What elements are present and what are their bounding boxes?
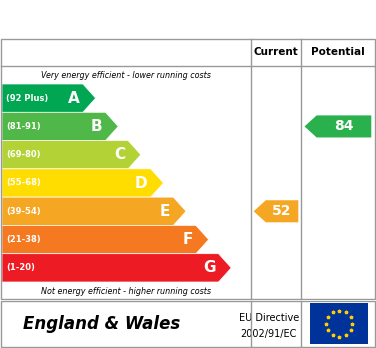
Text: A: A — [68, 90, 80, 106]
Polygon shape — [305, 116, 371, 137]
Text: C: C — [114, 147, 125, 162]
Polygon shape — [2, 84, 96, 112]
Text: England & Wales: England & Wales — [23, 315, 180, 333]
Text: Energy Efficiency Rating: Energy Efficiency Rating — [64, 10, 312, 28]
Text: EU Directive: EU Directive — [239, 313, 299, 323]
Text: (81-91): (81-91) — [6, 122, 41, 131]
Polygon shape — [254, 200, 298, 222]
Text: Potential: Potential — [311, 47, 365, 57]
Polygon shape — [2, 141, 141, 169]
Text: 84: 84 — [334, 119, 354, 133]
Bar — [310, 303, 368, 344]
Polygon shape — [2, 197, 186, 226]
Text: (92 Plus): (92 Plus) — [6, 94, 48, 103]
Polygon shape — [2, 112, 118, 141]
Text: B: B — [91, 119, 103, 134]
Text: Current: Current — [253, 47, 299, 57]
Text: Not energy efficient - higher running costs: Not energy efficient - higher running co… — [41, 286, 211, 295]
Polygon shape — [2, 169, 164, 197]
Text: D: D — [135, 175, 148, 190]
Text: (1-20): (1-20) — [6, 263, 35, 272]
Text: (69-80): (69-80) — [6, 150, 41, 159]
Text: (55-68): (55-68) — [6, 179, 41, 188]
Text: E: E — [160, 204, 170, 219]
Text: F: F — [182, 232, 193, 247]
Text: (21-38): (21-38) — [6, 235, 41, 244]
Polygon shape — [2, 226, 209, 254]
Text: 2002/91/EC: 2002/91/EC — [241, 329, 297, 339]
Text: 52: 52 — [272, 204, 292, 218]
Text: (39-54): (39-54) — [6, 207, 41, 216]
Text: G: G — [203, 260, 215, 275]
Text: Very energy efficient - lower running costs: Very energy efficient - lower running co… — [41, 71, 211, 79]
Polygon shape — [2, 254, 231, 282]
